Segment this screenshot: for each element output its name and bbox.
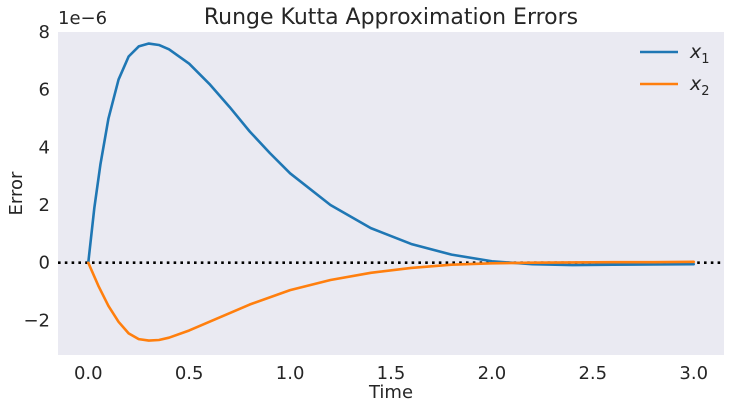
x-tick-label: 1.5 (377, 363, 406, 384)
x-tick-label: 3.0 (679, 363, 708, 384)
y-axis-label: Error (6, 171, 27, 215)
chart-title: Runge Kutta Approximation Errors (204, 5, 578, 30)
x-tick-label: 2.5 (578, 363, 607, 384)
y-tick-label: 0 (39, 253, 50, 274)
plot-area (58, 32, 724, 355)
y-tick-label: 8 (39, 22, 50, 43)
x-tick-label: 0.0 (74, 363, 103, 384)
x-tick-label: 2.0 (478, 363, 507, 384)
x-tick-label: 1.0 (276, 363, 305, 384)
x-axis-label: Time (368, 382, 413, 403)
y-axis-offset-label: 1e−6 (58, 8, 107, 29)
y-tick-label: 4 (39, 137, 50, 158)
y-tick-label: −2 (23, 310, 50, 331)
x-tick-label: 0.5 (175, 363, 204, 384)
y-tick-label: 2 (39, 195, 50, 216)
series-line-x2 (86, 260, 696, 342)
y-tick-label: 6 (39, 80, 50, 101)
